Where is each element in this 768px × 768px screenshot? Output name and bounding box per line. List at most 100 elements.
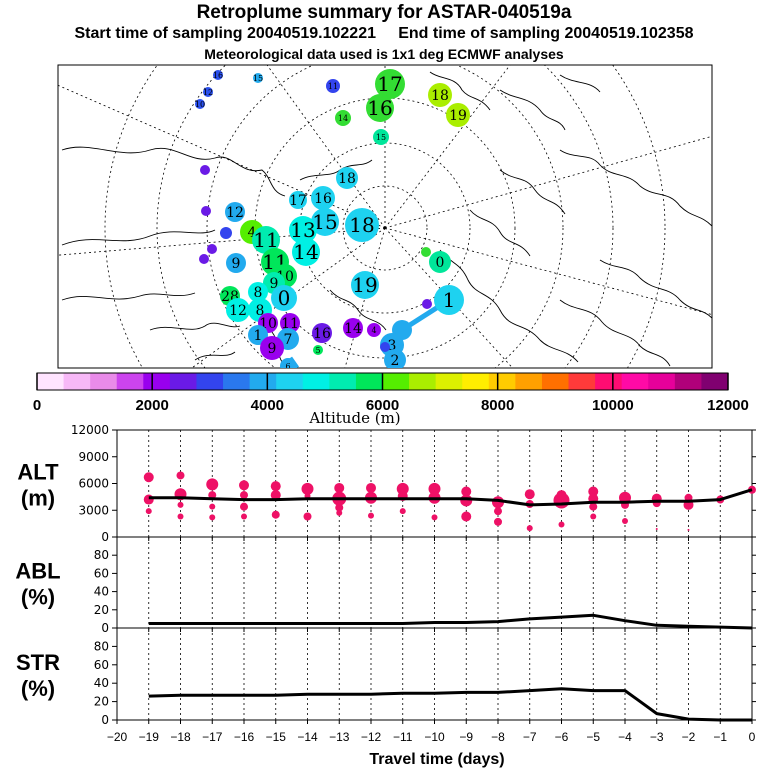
cluster-point xyxy=(176,471,185,480)
cluster-point xyxy=(209,514,216,521)
map-point-marker xyxy=(313,345,323,355)
map-point-label: 16 xyxy=(314,191,332,207)
colorbar-cell xyxy=(143,373,171,390)
start-time-label: Start time of sampling 20040519.102221 xyxy=(74,25,377,42)
panel-label: STR xyxy=(16,650,60,675)
colorbar-tick-label: 12000 xyxy=(707,397,749,414)
map-point-marker xyxy=(289,216,317,244)
map-point-label: 12 xyxy=(203,88,213,97)
colorbar-cell xyxy=(249,373,277,390)
map-point-marker xyxy=(248,325,268,345)
cluster-point xyxy=(336,509,343,516)
y-tick-label: 3000 xyxy=(78,503,109,517)
y-tick-label: 0 xyxy=(101,713,109,727)
cluster-points xyxy=(143,471,756,532)
colorbar-cell xyxy=(355,373,383,390)
x-tick-label: −13 xyxy=(329,730,350,744)
x-tick-label: −15 xyxy=(266,730,287,744)
map-point-marker xyxy=(428,83,452,107)
map-point: 17 xyxy=(375,69,405,99)
cluster-point xyxy=(206,478,219,491)
map-point: 10 xyxy=(195,99,205,109)
panel-unit: (%) xyxy=(21,676,55,701)
map-point: 16 xyxy=(213,70,223,80)
x-tick-label: −2 xyxy=(682,730,696,744)
map-point-marker xyxy=(384,349,406,368)
colorbar-cell xyxy=(541,373,570,390)
map-point-label: 12 xyxy=(226,205,244,221)
map-point xyxy=(422,299,432,309)
colorbar-cell xyxy=(674,373,702,390)
map-point: 1 xyxy=(248,325,268,345)
map-point-marker xyxy=(422,299,432,309)
map-point-marker xyxy=(201,206,211,216)
colorbar-cell xyxy=(488,373,516,390)
x-tick-label: −12 xyxy=(361,730,382,744)
sampling-times: Start time of sampling 20040519.102221 E… xyxy=(0,25,768,43)
colorbar-cell xyxy=(621,373,649,390)
colorbar-tick-label: 4000 xyxy=(251,397,284,414)
map-point-marker xyxy=(199,254,209,264)
map-point: 18 xyxy=(428,83,452,107)
y-tick-label: 9000 xyxy=(78,450,109,464)
map-point: 15 xyxy=(253,73,263,83)
cluster-point xyxy=(366,482,376,493)
cluster-point xyxy=(177,501,184,508)
map-point-label: 9 xyxy=(232,256,241,272)
cluster-point xyxy=(399,508,406,515)
map-point: 14 xyxy=(292,238,320,266)
cluster-point xyxy=(589,502,598,511)
cluster-point xyxy=(209,503,216,510)
map-point-label: 19 xyxy=(352,273,377,297)
cluster-point xyxy=(431,514,438,521)
map-point-marker xyxy=(280,358,296,368)
map-point-label: 14 xyxy=(344,321,362,337)
cluster-point xyxy=(239,480,249,491)
map-point-marker xyxy=(207,244,217,254)
map-point-marker xyxy=(421,247,431,257)
map-point-label: 7 xyxy=(284,332,293,348)
colorbar-tick-label: 6000 xyxy=(366,397,399,414)
map-point: 11 xyxy=(252,226,280,254)
map-point: 17 xyxy=(289,191,307,209)
cluster-point xyxy=(368,512,374,519)
map-point-label: 1 xyxy=(443,288,456,312)
map-point-label: 12 xyxy=(229,303,247,319)
map-point-marker xyxy=(367,323,381,337)
map-point-marker xyxy=(311,186,335,210)
colorbar-cell xyxy=(302,373,330,390)
panel-label: ALT xyxy=(17,460,59,485)
map-point-marker xyxy=(326,79,340,93)
map-coastlines xyxy=(61,71,712,367)
cluster-point xyxy=(460,494,473,507)
colorbar-cell xyxy=(435,373,463,390)
map-point-label: 15 xyxy=(253,74,263,83)
map-point: 16 xyxy=(366,94,394,122)
altitude-colorbar: 0 2000 4000 6000 8000 10000 12000 Altitude (m) xyxy=(33,372,749,427)
map-point: 14 xyxy=(335,110,351,126)
colorbar-cell xyxy=(63,373,91,390)
map-point-label: 17 xyxy=(377,72,402,96)
map-point xyxy=(207,244,217,254)
cluster-point xyxy=(524,489,535,500)
map-point-marker xyxy=(203,87,213,97)
colorbar-cell xyxy=(116,373,144,390)
map-point-label: 19 xyxy=(449,108,467,124)
map-point-label: 16 xyxy=(213,71,223,80)
y-tick-label: 12000 xyxy=(71,423,109,437)
colorbar-tick-label: 2000 xyxy=(135,397,168,414)
cluster-point xyxy=(558,521,565,528)
map-point-marker xyxy=(311,208,339,236)
map-point xyxy=(380,342,390,352)
x-axis-label: Travel time (days) xyxy=(369,751,504,768)
map-point: 2 xyxy=(384,349,406,368)
map-point: 11 xyxy=(326,79,340,93)
colorbar-label: Altitude (m) xyxy=(308,409,400,427)
map-point-marker xyxy=(225,202,245,222)
map-point-marker xyxy=(271,285,297,311)
map-point-label: 4 xyxy=(371,326,376,335)
map-point-marker xyxy=(195,99,205,109)
map-point-marker xyxy=(336,167,358,189)
